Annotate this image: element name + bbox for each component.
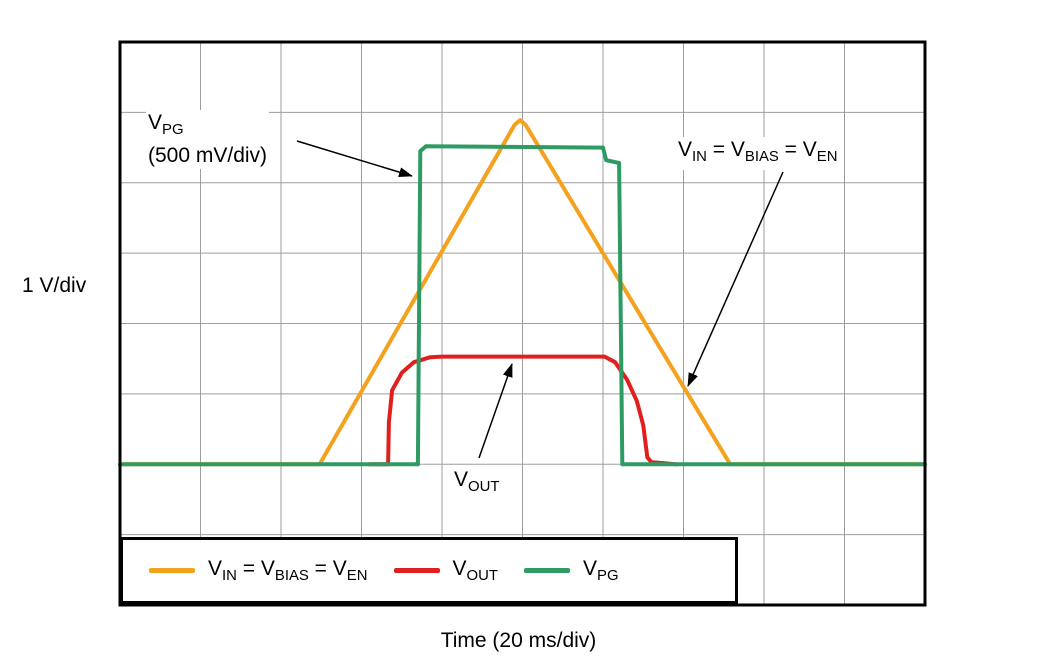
x-axis-label: Time (20 ms/div) bbox=[440, 629, 597, 652]
vin-line-swatch bbox=[149, 568, 195, 573]
vout-callout-line1: VOUT bbox=[454, 468, 500, 496]
legend-label-vout: VOUT bbox=[452, 556, 498, 585]
legend-entry-vout: VOUT bbox=[393, 556, 498, 585]
legend-label-vin: VIN = VBIAS = VEN bbox=[208, 556, 368, 585]
legend-label-vpg: VPG bbox=[583, 556, 619, 585]
legend-entry-vin: VIN = VBIAS = VEN bbox=[149, 557, 368, 584]
y-axis-label: 1 V/div bbox=[22, 274, 87, 297]
vpg-callout-line2: (500 mV/div) bbox=[148, 144, 268, 168]
vout-callout: VOUT bbox=[452, 467, 502, 501]
vpg-callout-line1: VPG bbox=[148, 111, 184, 139]
vout-line-swatch bbox=[393, 568, 440, 573]
vin-callout: VIN = VBIAS = VEN bbox=[676, 137, 840, 171]
vpg-callout: VPG (500 mV/div) bbox=[146, 110, 270, 170]
legend-entry-vpg: VPG bbox=[524, 557, 619, 584]
legend: VIN = VBIAS = VEN VOUT VPG bbox=[120, 537, 738, 604]
vpg-line-swatch bbox=[524, 568, 570, 573]
vin-callout-line1: VIN = VBIAS = VEN bbox=[678, 138, 838, 166]
